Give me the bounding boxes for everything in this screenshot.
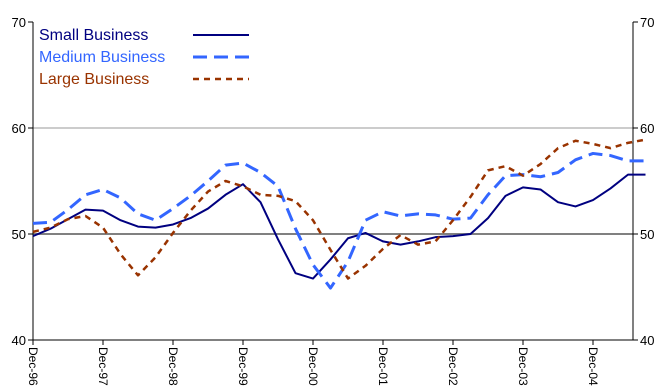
x-tick-label: Dec-00 bbox=[306, 347, 320, 386]
x-tick-label: Dec-04 bbox=[586, 347, 600, 386]
legend: Small Business Medium Business Large Busin… bbox=[39, 27, 249, 88]
x-tick-label: Dec-01 bbox=[376, 347, 390, 386]
legend-label-2: Large Business bbox=[39, 71, 149, 88]
series-layer bbox=[32, 138, 646, 290]
y-tick-label-right: 40 bbox=[640, 333, 654, 348]
y-tick-label-left: 60 bbox=[12, 121, 26, 136]
y-tick-label-right: 60 bbox=[640, 121, 654, 136]
x-tick-label: Dec-99 bbox=[236, 347, 250, 386]
y-tick-label-right: 50 bbox=[640, 227, 654, 242]
grid-layer bbox=[33, 127, 633, 235]
y-tick-label-right: 70 bbox=[640, 15, 654, 30]
x-tick-label: Dec-97 bbox=[96, 347, 110, 386]
series-line-0 bbox=[32, 173, 646, 280]
legend-label-1: Medium Business bbox=[39, 49, 165, 66]
y-tick-label-left: 70 bbox=[12, 15, 26, 30]
series-line-2 bbox=[32, 138, 646, 280]
y-tick-label-left: 40 bbox=[12, 333, 26, 348]
x-tick-label: Dec-02 bbox=[446, 347, 460, 386]
x-tick-label: Dec-98 bbox=[166, 347, 180, 386]
legend-label-0: Small Business bbox=[39, 27, 148, 44]
x-tick-label: Dec-96 bbox=[26, 347, 40, 386]
x-tick-label: Dec-03 bbox=[516, 347, 530, 386]
axis-layer: 40 40 50 50 60 60 70 70 Dec-96 Dec-97 Dec-98 Dec-99… bbox=[12, 15, 655, 386]
series-line-1 bbox=[32, 151, 646, 290]
y-tick-label-left: 50 bbox=[12, 227, 26, 242]
